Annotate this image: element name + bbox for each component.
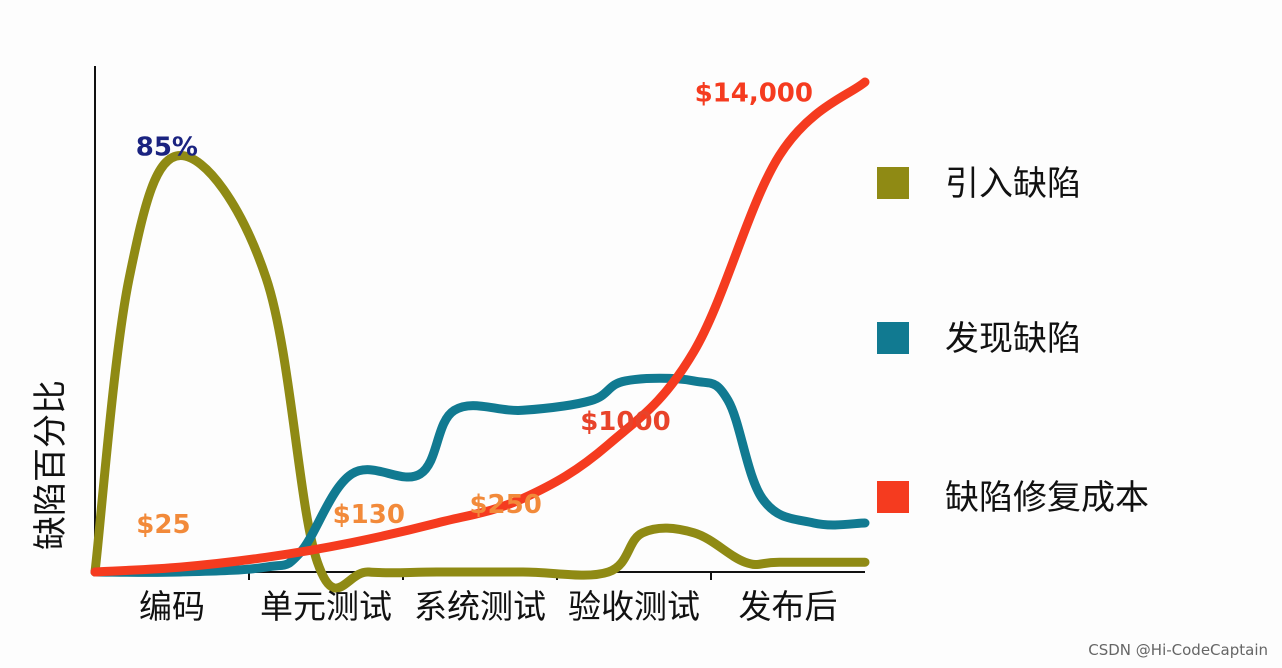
annotations: 85% $25 $130 $250 $1000 $14,000 [136, 79, 813, 540]
category-labels: 编码 单元测试 系统测试 验收测试 发布后 [139, 587, 838, 626]
data-label: $14,000 [695, 79, 813, 109]
data-label: $1000 [580, 407, 670, 437]
category-label: 系统测试 [414, 587, 546, 626]
legend-swatch-found-defects [877, 322, 909, 354]
series-line-found-defects [90, 373, 870, 577]
data-label: $250 [469, 490, 541, 520]
y-axis-label: 缺陷百分比 [31, 380, 71, 550]
category-label: 编码 [139, 587, 205, 626]
legend-label-fix-cost: 缺陷修复成本 [945, 478, 1149, 518]
category-label: 单元测试 [260, 587, 392, 626]
series-line-introduced-defects [90, 151, 870, 593]
data-label: $130 [333, 500, 405, 530]
legend-swatch-introduced-defects [877, 167, 909, 199]
series-lines [90, 77, 870, 593]
legend-label-introduced-defects: 引入缺陷 [945, 164, 1081, 204]
series-line-fix-cost [90, 77, 870, 577]
category-label: 验收测试 [568, 587, 700, 626]
data-label: 85% [136, 133, 198, 163]
data-label: $25 [136, 510, 190, 540]
legend-swatch-fix-cost [877, 481, 909, 513]
legend-label-found-defects: 发现缺陷 [945, 319, 1081, 359]
watermark: CSDN @Hi-CodeCaptain [1088, 641, 1268, 659]
category-label: 发布后 [739, 587, 838, 626]
